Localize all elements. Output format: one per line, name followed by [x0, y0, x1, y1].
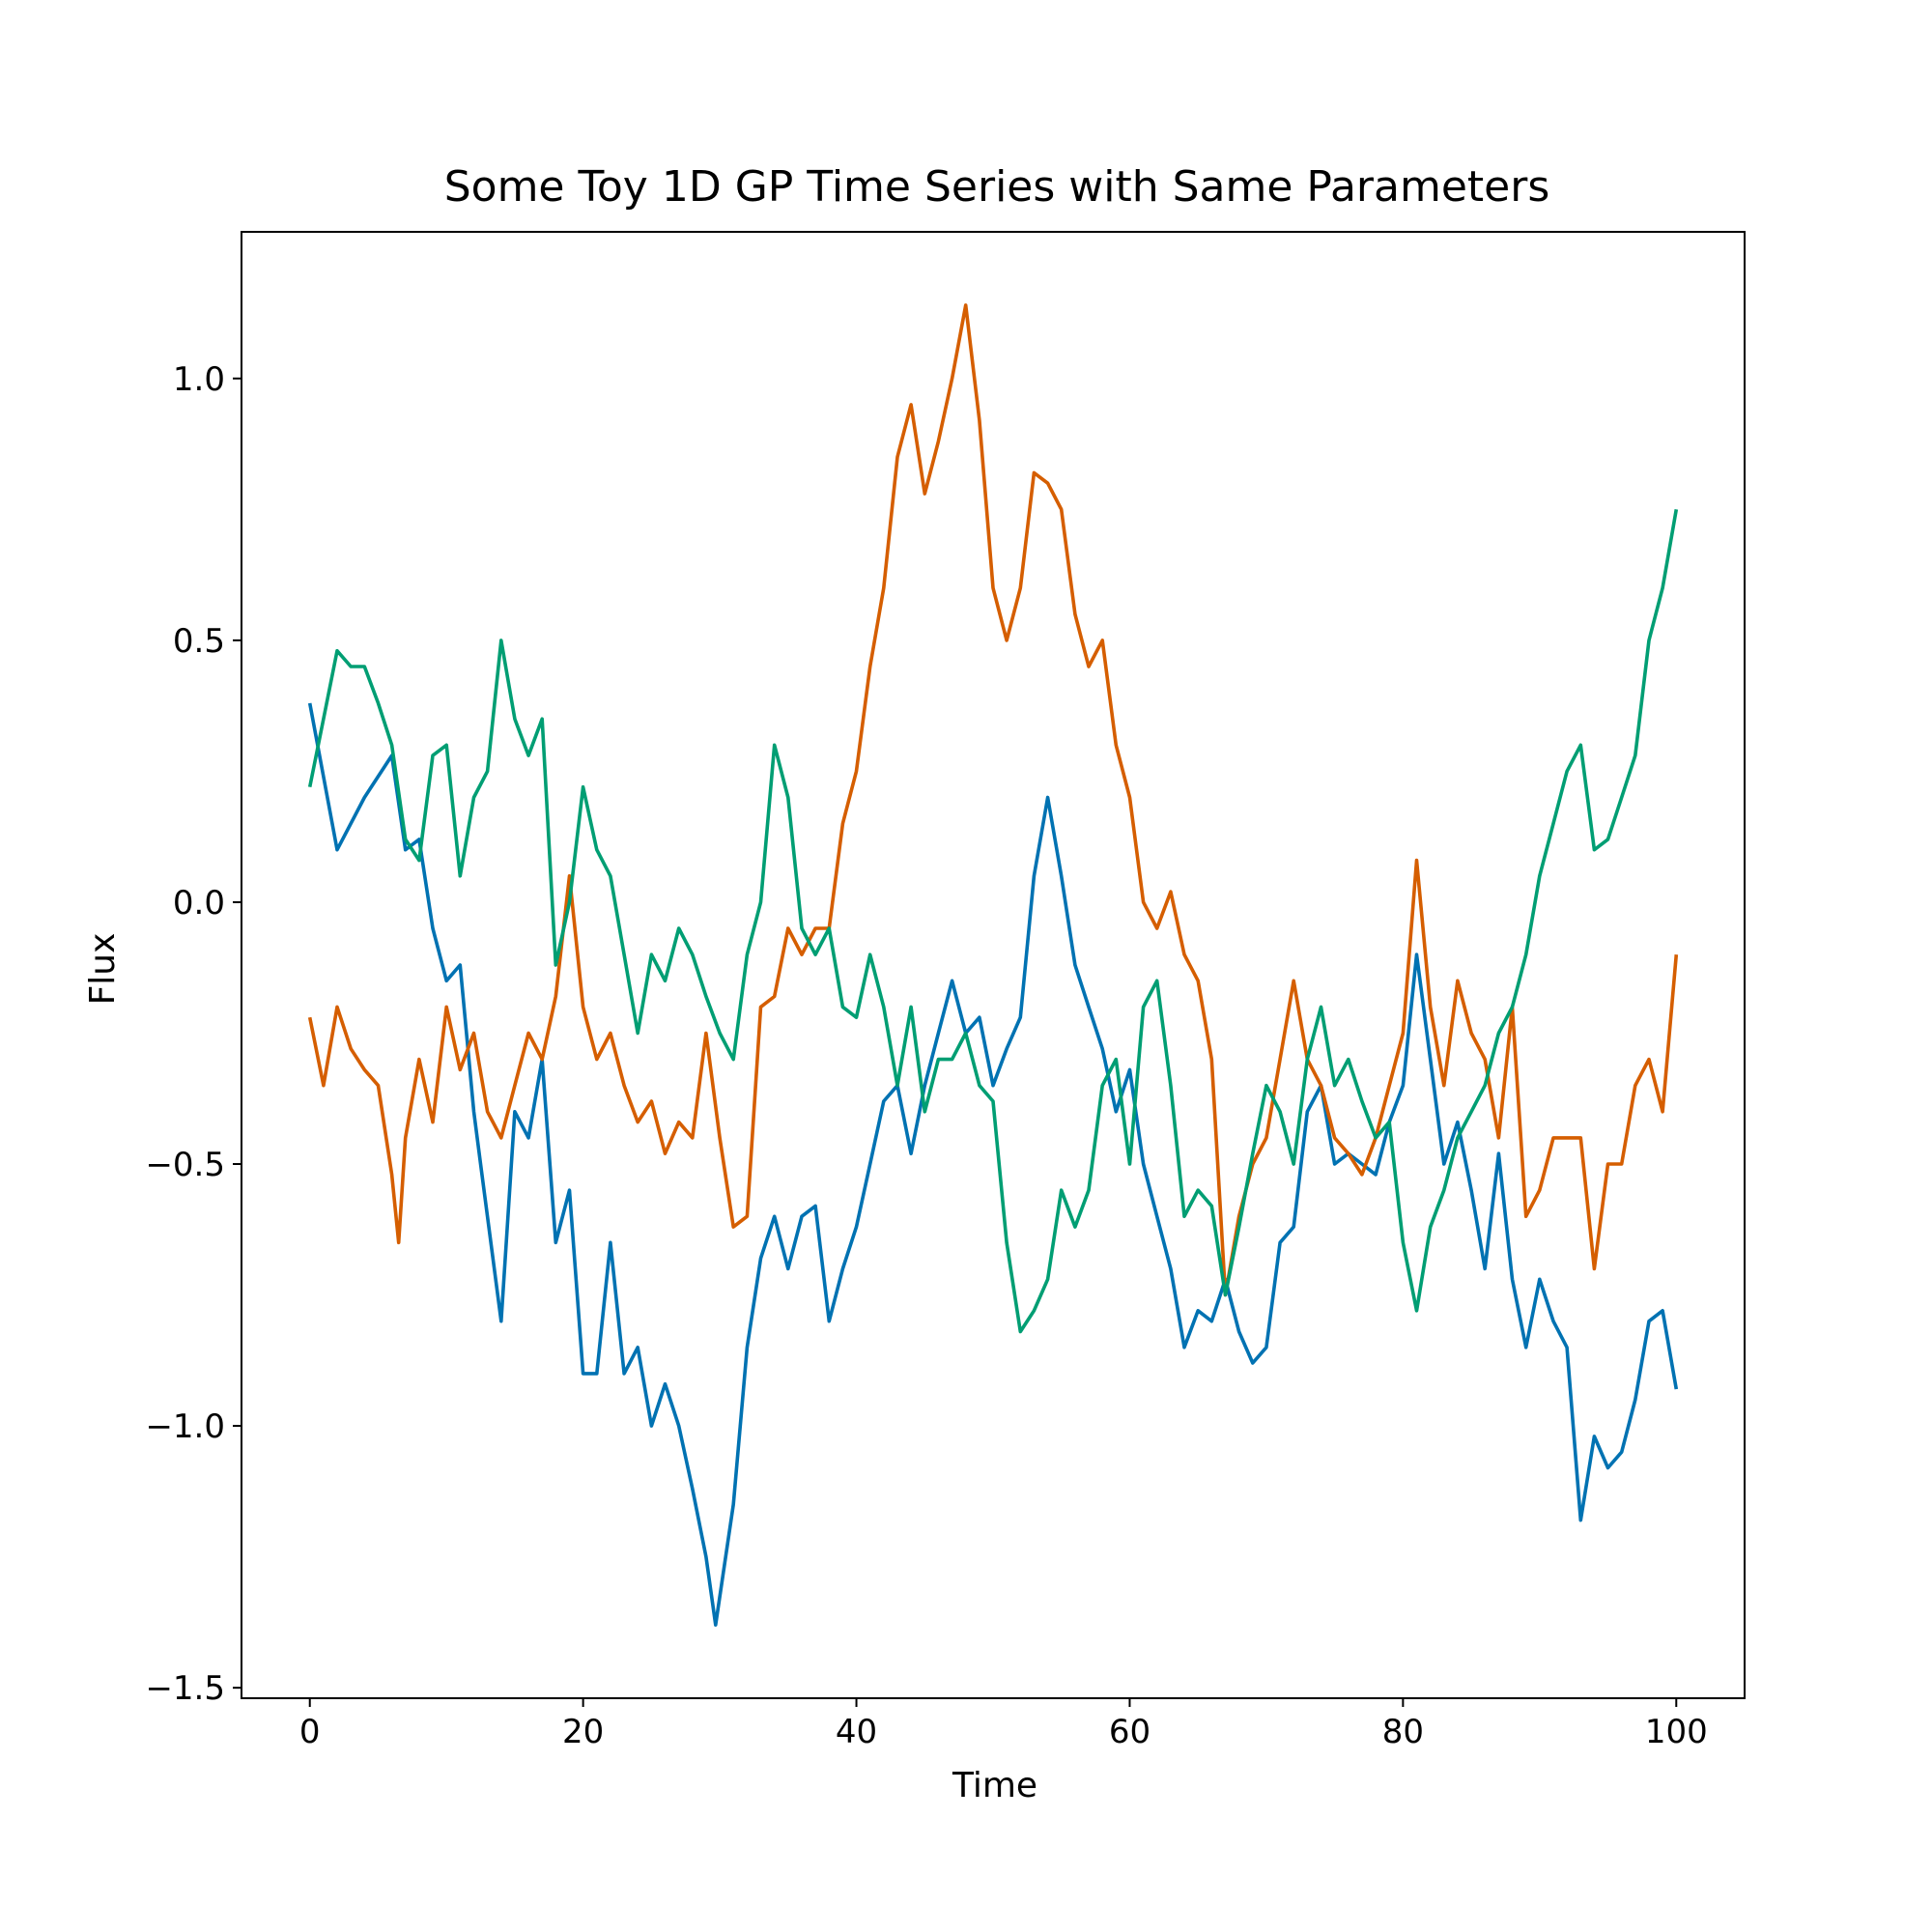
y-tick-label: −1.5: [145, 1669, 225, 1708]
x-tick-label: 80: [1382, 1713, 1424, 1751]
y-tick-label: −0.5: [145, 1146, 225, 1184]
y-axis-label: Flux: [83, 933, 123, 1006]
x-axis: 0 20 40 60 80 100: [299, 1698, 1708, 1751]
series-2-line: [307, 303, 1679, 1297]
x-tick-label: 20: [562, 1713, 604, 1751]
y-tick-label: −1.0: [145, 1407, 225, 1446]
x-tick-label: 100: [1645, 1713, 1708, 1751]
x-tick-label: 60: [1109, 1713, 1151, 1751]
series-layer: [307, 303, 1679, 1627]
x-tick-label: 40: [836, 1713, 877, 1751]
y-tick-label: 0.5: [173, 622, 225, 661]
x-tick-label: 0: [299, 1713, 321, 1751]
y-tick-label: 0.0: [173, 884, 225, 923]
plot-frame: [241, 231, 1746, 1699]
series-1-line: [307, 702, 1679, 1627]
chart-title: Some Toy 1D GP Time Series with Same Par…: [444, 162, 1550, 212]
y-tick-label: 1.0: [173, 360, 225, 399]
series-3-line: [307, 508, 1679, 1334]
y-axis: −1.5 −1.0 −0.5 0.0 0.5 1.0: [145, 360, 242, 1708]
x-axis-label: Time: [952, 1766, 1037, 1805]
